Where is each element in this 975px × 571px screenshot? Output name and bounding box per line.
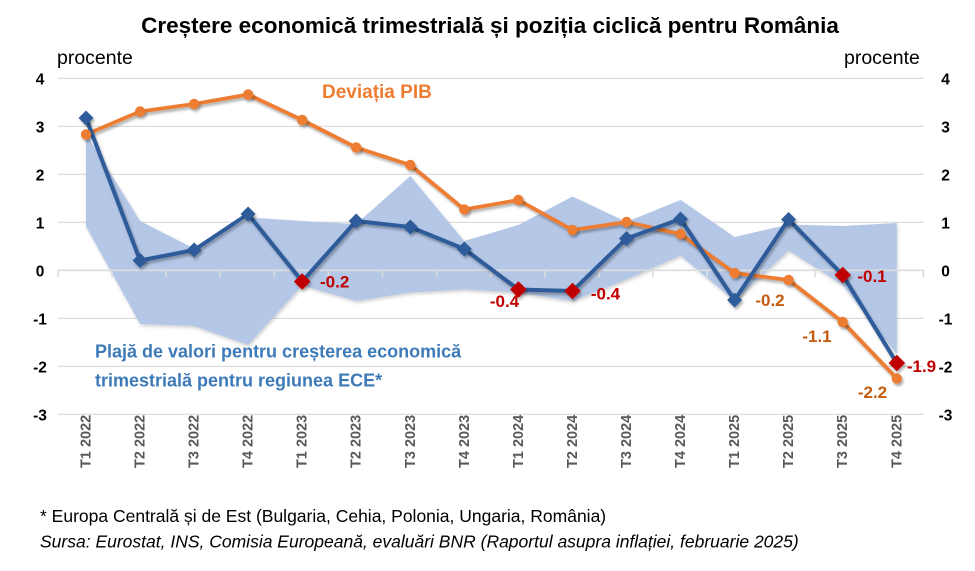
svg-text:1: 1 [36, 215, 45, 232]
svg-text:procente: procente [57, 47, 133, 69]
svg-text:T2 2025: T2 2025 [781, 415, 797, 468]
svg-text:T1 2023: T1 2023 [295, 415, 311, 468]
svg-text:* Europa Centrală și de Est (B: * Europa Centrală și de Est (Bulgaria, C… [40, 506, 606, 526]
svg-text:-0.4: -0.4 [490, 292, 520, 311]
svg-text:-0.2: -0.2 [755, 291, 784, 310]
svg-text:T3 2025: T3 2025 [835, 415, 851, 468]
svg-text:-0.1: -0.1 [857, 267, 886, 286]
svg-text:T3 2023: T3 2023 [403, 415, 419, 468]
svg-text:-2: -2 [939, 359, 953, 376]
svg-text:Deviația PIB: Deviația PIB [322, 82, 432, 103]
svg-text:4: 4 [941, 71, 950, 88]
svg-text:-1.1: -1.1 [802, 327, 831, 346]
svg-text:2: 2 [36, 167, 45, 184]
svg-text:T4 2022: T4 2022 [241, 415, 257, 468]
svg-text:procente: procente [844, 47, 920, 69]
svg-text:3: 3 [36, 119, 45, 136]
svg-text:T4 2024: T4 2024 [673, 415, 689, 468]
svg-text:0: 0 [36, 263, 45, 280]
svg-text:T1 2025: T1 2025 [727, 415, 743, 468]
svg-text:-2: -2 [33, 359, 47, 376]
svg-text:Plajă de valori pentru creșter: Plajă de valori pentru creșterea economi… [95, 342, 462, 362]
svg-text:T2 2023: T2 2023 [349, 415, 365, 468]
svg-text:-0.2: -0.2 [320, 272, 349, 291]
svg-text:T3 2022: T3 2022 [187, 415, 203, 468]
svg-text:-3: -3 [939, 407, 953, 424]
svg-text:trimestrială pentru regiunea E: trimestrială pentru regiunea ECE* [95, 371, 382, 391]
svg-text:T4 2023: T4 2023 [457, 415, 473, 468]
svg-text:-1: -1 [939, 311, 953, 328]
svg-text:Creștere economică trimestrial: Creștere economică trimestrială și poziț… [141, 13, 839, 38]
svg-text:-2.2: -2.2 [858, 383, 887, 402]
svg-text:T1 2024: T1 2024 [511, 415, 527, 468]
svg-text:T2 2022: T2 2022 [133, 415, 149, 468]
svg-text:0: 0 [941, 263, 950, 280]
svg-text:2: 2 [941, 167, 950, 184]
svg-text:-1: -1 [33, 311, 47, 328]
svg-text:Sursa: Eurostat, INS, Comisia: Sursa: Eurostat, INS, Comisia Europeană,… [40, 532, 799, 552]
svg-text:-0.4: -0.4 [591, 285, 621, 304]
svg-text:1: 1 [941, 215, 950, 232]
svg-text:T2 2024: T2 2024 [565, 415, 581, 468]
svg-text:-1.9: -1.9 [907, 357, 936, 376]
svg-text:T1 2022: T1 2022 [79, 415, 95, 468]
svg-text:T4 2025: T4 2025 [889, 415, 905, 468]
svg-text:3: 3 [941, 119, 950, 136]
svg-text:-3: -3 [33, 407, 47, 424]
svg-text:T3 2024: T3 2024 [619, 415, 635, 468]
svg-text:4: 4 [36, 71, 45, 88]
